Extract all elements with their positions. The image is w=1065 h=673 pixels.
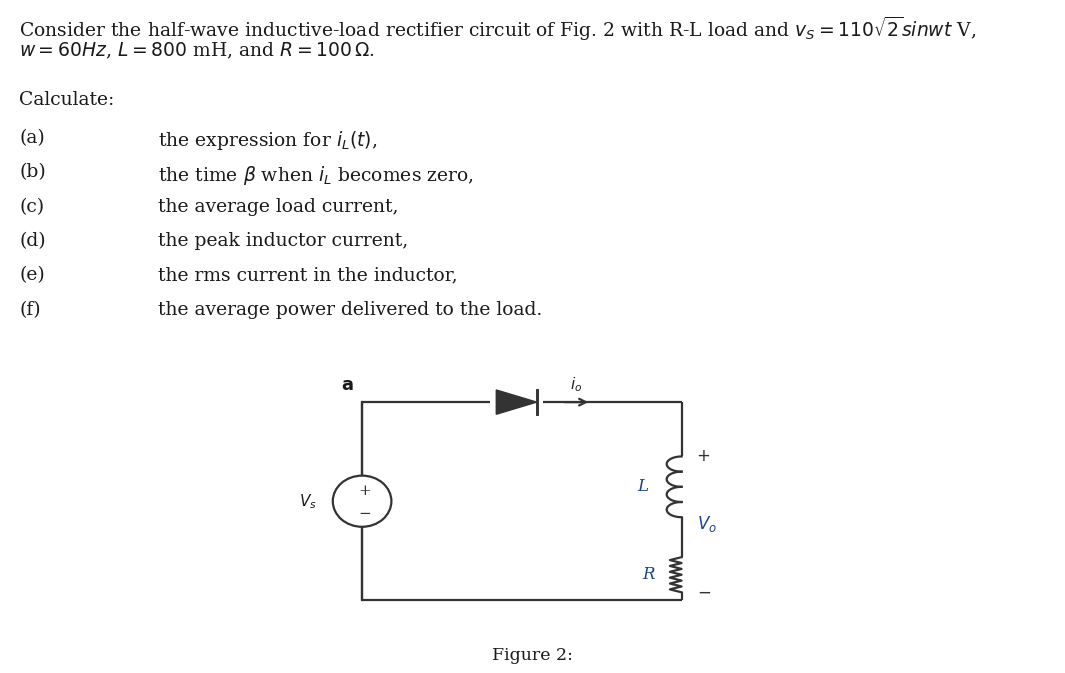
Text: $V_s$: $V_s$ bbox=[299, 492, 317, 511]
Text: the average power delivered to the load.: the average power delivered to the load. bbox=[158, 301, 542, 319]
Text: (e): (e) bbox=[19, 267, 45, 285]
Text: $\mathbf{a}$: $\mathbf{a}$ bbox=[342, 376, 354, 394]
Text: Figure 2:: Figure 2: bbox=[492, 647, 573, 664]
Text: the expression for $i_L(t)$,: the expression for $i_L(t)$, bbox=[158, 129, 377, 152]
Text: $i_o$: $i_o$ bbox=[570, 376, 583, 394]
Text: the time $\beta$ when $i_L$ becomes zero,: the time $\beta$ when $i_L$ becomes zero… bbox=[158, 164, 474, 186]
Text: $-$: $-$ bbox=[358, 505, 372, 520]
Text: R: R bbox=[642, 566, 655, 583]
Text: L: L bbox=[637, 479, 649, 495]
Text: (a): (a) bbox=[19, 129, 45, 147]
Polygon shape bbox=[496, 390, 537, 415]
Ellipse shape bbox=[332, 476, 392, 527]
Text: (f): (f) bbox=[19, 301, 40, 319]
Text: $w = 60Hz$, $L = 800$ mH, and $R = 100\,\Omega$.: $w = 60Hz$, $L = 800$ mH, and $R = 100\,… bbox=[19, 40, 375, 61]
Text: $V_o$: $V_o$ bbox=[697, 514, 717, 534]
Text: Consider the half-wave inductive-load rectifier circuit of Fig. 2 with R-L load : Consider the half-wave inductive-load re… bbox=[19, 15, 977, 43]
Text: (d): (d) bbox=[19, 232, 46, 250]
Text: Calculate:: Calculate: bbox=[19, 91, 114, 109]
Text: +: + bbox=[697, 448, 710, 466]
Text: the average load current,: the average load current, bbox=[158, 198, 398, 216]
Text: +: + bbox=[359, 484, 371, 498]
Text: the peak inductor current,: the peak inductor current, bbox=[158, 232, 408, 250]
Text: (c): (c) bbox=[19, 198, 45, 216]
Text: the rms current in the inductor,: the rms current in the inductor, bbox=[158, 267, 457, 285]
Text: $-$: $-$ bbox=[697, 583, 710, 601]
Text: (b): (b) bbox=[19, 164, 46, 182]
